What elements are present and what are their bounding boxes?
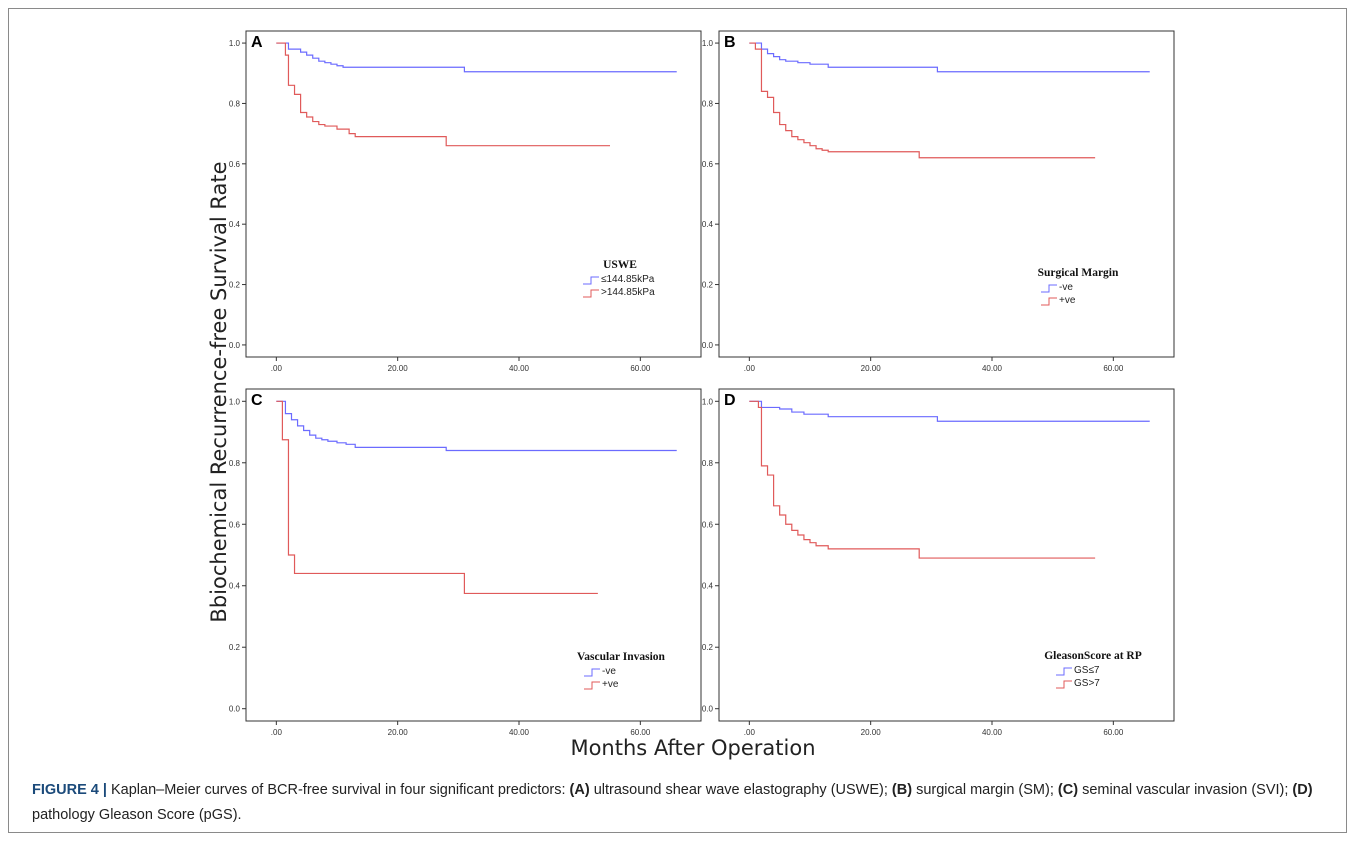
- y-tick-label: 0.2: [702, 643, 714, 652]
- y-tick-label: 1.0: [229, 397, 241, 406]
- x-tick-label: 60.00: [1103, 728, 1124, 737]
- y-tick-label: 0.6: [229, 520, 241, 529]
- legend-entry: GS≤7: [1074, 665, 1100, 676]
- caption-text-5: pathology Gleason Score (pGS).: [32, 807, 242, 823]
- series-line-blue: [749, 42, 1150, 73]
- legend-title: Vascular Invasion: [577, 651, 665, 663]
- x-tick-label: 20.00: [388, 364, 409, 373]
- panel-a: 0.0 0.2 0.4 0.6 0.8 1.0 .00 20.00 40.00 60.00 A USW…: [229, 30, 702, 373]
- y-tick-label: 0.2: [702, 281, 714, 290]
- caption-b-label: (B): [891, 782, 913, 798]
- x-tick-label: 60.00: [630, 364, 651, 373]
- legend-title: Surgical Margin: [1038, 267, 1119, 279]
- x-tick-label: 20.00: [388, 728, 409, 737]
- panel-c: 0.0 0.2 0.4 0.6 0.8 1.0 .00 20.00 40.00 60.00 C Vas…: [229, 388, 702, 737]
- x-axis-title: Months After Operation: [570, 736, 815, 760]
- legend-entry: GS>7: [1074, 678, 1100, 689]
- caption-a-label: (A): [569, 782, 590, 798]
- y-tick-label: 0.8: [229, 459, 241, 468]
- x-tick-label: 20.00: [861, 728, 882, 737]
- y-tick-label: 1.0: [229, 39, 241, 48]
- y-tick-label: 0.0: [229, 341, 241, 350]
- x-tick-label: 60.00: [1103, 364, 1124, 373]
- y-tick-label: 0.4: [702, 220, 714, 229]
- legend-entry: +ve: [602, 679, 619, 690]
- y-axis-title: Bbiochemical Recurrence-free Survival Ra…: [207, 161, 231, 622]
- legend-entry: -ve: [1059, 282, 1073, 293]
- y-tick-label: 0.2: [229, 643, 241, 652]
- x-tick-label: .00: [271, 364, 283, 373]
- legend-swatch: [584, 668, 600, 677]
- x-tick-label: 20.00: [861, 364, 882, 373]
- panel-b: 0.0 0.2 0.4 0.6 0.8 1.0 .00 20.00 40.00 60.00 B Sur…: [702, 30, 1175, 373]
- x-tick-label: .00: [271, 728, 283, 737]
- y-tick-label: 0.8: [702, 459, 714, 468]
- x-tick-label: .00: [744, 364, 756, 373]
- x-tick-label: 40.00: [982, 364, 1003, 373]
- legend-swatch: [1056, 667, 1072, 676]
- y-tick-label: 0.2: [229, 281, 241, 290]
- panels: 0.0 0.2 0.4 0.6 0.8 1.0 .00 20.00 40.00 60.00 A USW…: [229, 30, 1175, 737]
- plot-frame: [718, 388, 1175, 722]
- y-tick-label: 0.8: [702, 99, 714, 108]
- y-tick-label: 0.4: [229, 582, 241, 591]
- y-tick-label: 0.6: [229, 160, 241, 169]
- y-tick-label: 0.6: [702, 160, 714, 169]
- y-tick-label: 0.4: [229, 220, 241, 229]
- y-tick-label: 0.0: [229, 705, 241, 714]
- caption-c-label: (C): [1057, 782, 1079, 798]
- figure-caption: FIGURE 4 | Kaplan–Meier curves of BCR-fr…: [32, 778, 1332, 828]
- caption-text-1: Kaplan–Meier curves of BCR-free survival…: [106, 782, 570, 798]
- series-line-red: [276, 400, 598, 595]
- caption-text-2: ultrasound shear wave elastography (USWE…: [589, 782, 892, 798]
- panel-letter: B: [724, 34, 736, 51]
- x-tick-label: 40.00: [509, 364, 530, 373]
- series-line-blue: [749, 400, 1150, 422]
- y-tick-label: 0.0: [702, 705, 714, 714]
- legend-entry: ≤144.85kPa: [601, 274, 655, 285]
- figure-svg: Bbiochemical Recurrence-free Survival Ra…: [207, 30, 1175, 760]
- legend-swatch: [1041, 297, 1057, 306]
- legend-swatch: [583, 276, 599, 285]
- legend-title: USWE: [603, 259, 637, 271]
- y-tick-label: 0.4: [702, 582, 714, 591]
- panel-d: 0.0 0.2 0.4 0.6 0.8 1.0 .00 20.00 40.00 60.00 D Gle…: [702, 388, 1175, 737]
- y-tick-label: 1.0: [702, 39, 714, 48]
- panel-letter: D: [724, 392, 736, 409]
- panel-letter: C: [251, 392, 263, 409]
- series-line-blue: [276, 400, 677, 452]
- x-tick-label: 60.00: [630, 728, 651, 737]
- series-line-red: [749, 400, 1096, 559]
- caption-text-3: surgical margin (SM);: [912, 782, 1058, 798]
- caption-label: FIGURE 4 |: [32, 782, 107, 798]
- y-tick-label: 0.6: [702, 520, 714, 529]
- plot-frame: [718, 30, 1175, 358]
- panel-letter: A: [251, 34, 263, 51]
- caption-d-label: (D): [1292, 782, 1313, 798]
- plot-frame: [245, 30, 702, 358]
- caption-text-4: seminal vascular invasion (SVI);: [1078, 782, 1293, 798]
- y-tick-label: 0.0: [702, 341, 714, 350]
- series-line-red: [749, 42, 1096, 159]
- figure-frame: Bbiochemical Recurrence-free Survival Ra…: [8, 8, 1347, 833]
- y-tick-label: 1.0: [702, 397, 714, 406]
- x-tick-label: .00: [744, 728, 756, 737]
- x-tick-label: 40.00: [982, 728, 1003, 737]
- legend-entry: >144.85kPa: [601, 287, 655, 298]
- x-tick-label: 40.00: [509, 728, 530, 737]
- legend-swatch: [1041, 284, 1057, 293]
- y-tick-label: 0.8: [229, 99, 241, 108]
- legend-entry: -ve: [602, 666, 616, 677]
- series-line-red: [276, 42, 610, 147]
- legend-swatch: [584, 681, 600, 690]
- legend-entry: +ve: [1059, 295, 1076, 306]
- legend-swatch: [583, 289, 599, 298]
- legend-title: GleasonScore at RP: [1044, 650, 1142, 662]
- series-line-blue: [276, 42, 677, 73]
- plot-frame: [245, 388, 702, 722]
- legend-swatch: [1056, 680, 1072, 689]
